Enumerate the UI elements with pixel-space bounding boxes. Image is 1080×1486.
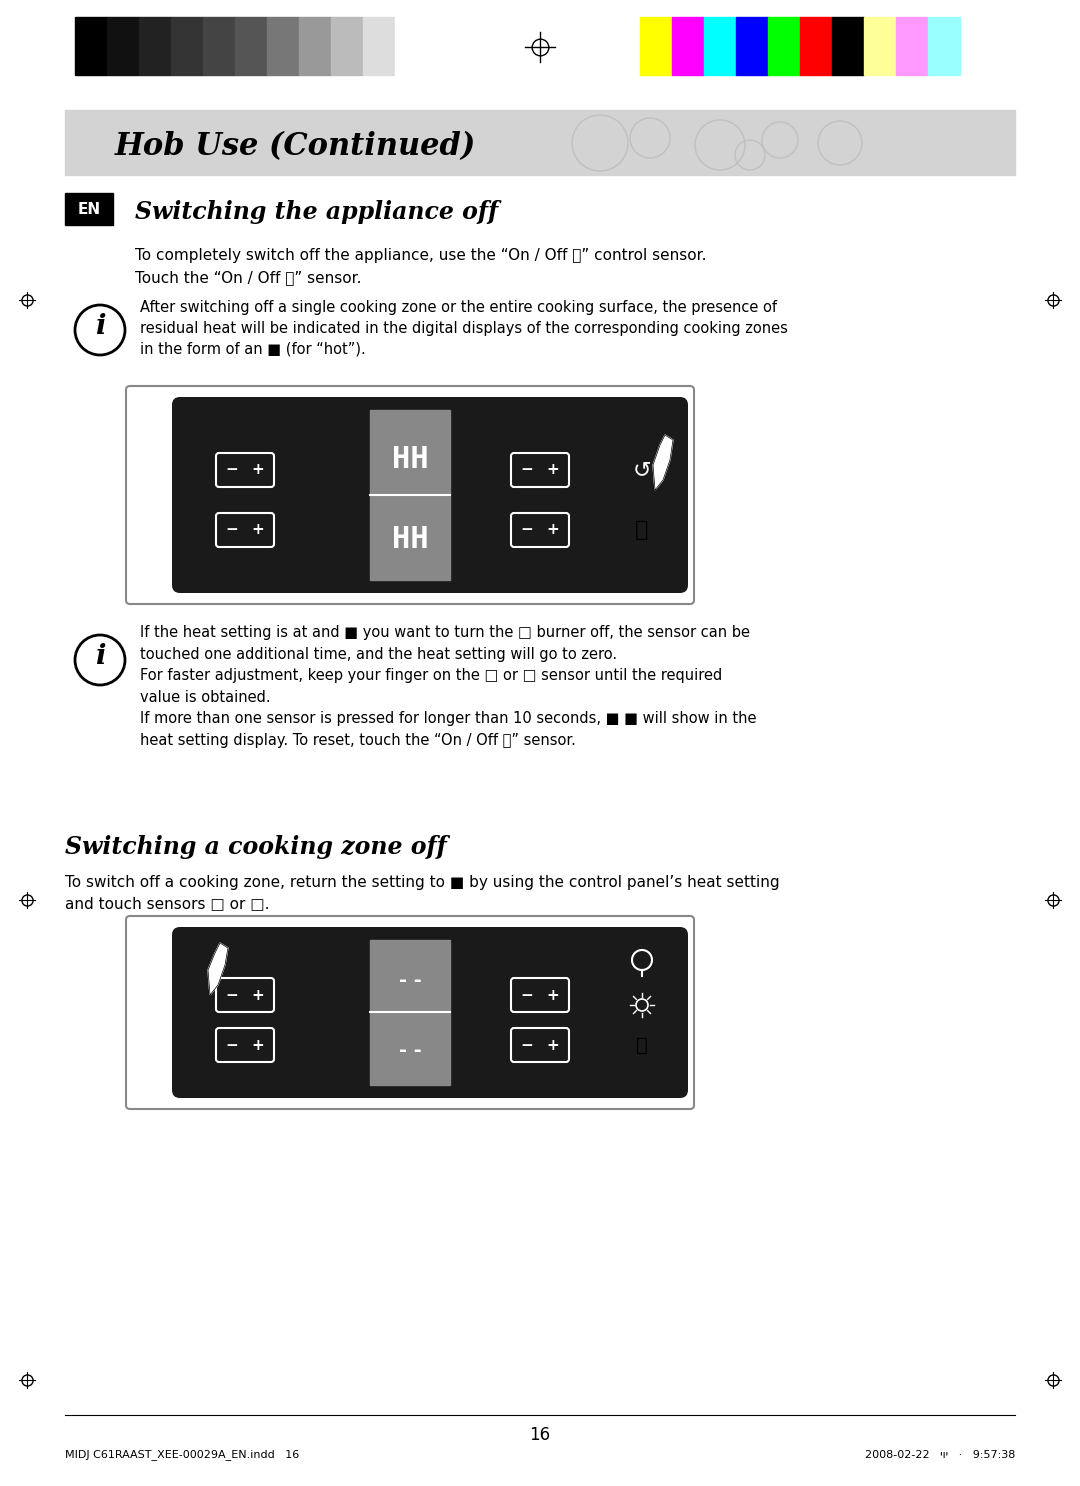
FancyBboxPatch shape bbox=[511, 1028, 569, 1062]
Bar bbox=[65, 193, 113, 224]
Text: +: + bbox=[252, 523, 265, 538]
Bar bbox=[864, 16, 896, 74]
Bar bbox=[768, 16, 800, 74]
Text: 🔒: 🔒 bbox=[635, 520, 649, 539]
Text: −: − bbox=[521, 462, 534, 477]
Polygon shape bbox=[208, 944, 228, 996]
Text: Hob Use (Continued): Hob Use (Continued) bbox=[114, 131, 476, 162]
Text: To switch off a cooking zone, return the setting to ■ by using the control panel: To switch off a cooking zone, return the… bbox=[65, 875, 780, 911]
Text: HH: HH bbox=[392, 446, 429, 474]
Bar bbox=[800, 16, 832, 74]
FancyBboxPatch shape bbox=[216, 513, 274, 547]
Bar bbox=[370, 941, 450, 1085]
Polygon shape bbox=[653, 435, 673, 490]
Text: −: − bbox=[521, 1037, 534, 1052]
Text: - -: - - bbox=[399, 972, 421, 991]
Text: +: + bbox=[252, 1037, 265, 1052]
Bar bbox=[735, 16, 768, 74]
Text: +: + bbox=[546, 988, 559, 1003]
Bar bbox=[370, 410, 450, 580]
Text: To completely switch off the appliance, use the “On / Off ⎉” control sensor.: To completely switch off the appliance, … bbox=[135, 248, 706, 263]
Text: HH: HH bbox=[392, 526, 429, 554]
Bar bbox=[139, 16, 171, 74]
FancyBboxPatch shape bbox=[511, 978, 569, 1012]
FancyBboxPatch shape bbox=[216, 978, 274, 1012]
Text: Switching the appliance off: Switching the appliance off bbox=[135, 201, 498, 224]
FancyBboxPatch shape bbox=[126, 915, 694, 1109]
Bar bbox=[235, 16, 267, 74]
Text: 16: 16 bbox=[529, 1427, 551, 1444]
Text: −: − bbox=[226, 462, 239, 477]
Bar bbox=[832, 16, 864, 74]
Text: Switching a cooking zone off: Switching a cooking zone off bbox=[65, 835, 447, 859]
Text: EN: EN bbox=[78, 202, 100, 217]
Bar bbox=[395, 16, 427, 74]
FancyBboxPatch shape bbox=[511, 513, 569, 547]
Text: +: + bbox=[252, 988, 265, 1003]
Bar bbox=[75, 16, 107, 74]
Text: ↺: ↺ bbox=[633, 461, 651, 480]
Text: i: i bbox=[95, 314, 105, 340]
Bar bbox=[65, 110, 1015, 175]
FancyBboxPatch shape bbox=[126, 386, 694, 603]
FancyBboxPatch shape bbox=[216, 453, 274, 487]
Text: −: − bbox=[521, 523, 534, 538]
FancyBboxPatch shape bbox=[511, 453, 569, 487]
Bar bbox=[704, 16, 735, 74]
Bar bbox=[672, 16, 704, 74]
Text: MIDJ C61RAAST_XEE-00029A_EN.indd   16: MIDJ C61RAAST_XEE-00029A_EN.indd 16 bbox=[65, 1449, 299, 1461]
Bar bbox=[640, 16, 672, 74]
Text: −: − bbox=[226, 988, 239, 1003]
Text: Touch the “On / Off ⎉” sensor.: Touch the “On / Off ⎉” sensor. bbox=[135, 270, 362, 285]
Bar bbox=[330, 16, 363, 74]
Bar bbox=[299, 16, 330, 74]
Text: If the heat setting is at and ■ you want to turn the □ burner off, the sensor ca: If the heat setting is at and ■ you want… bbox=[140, 626, 756, 747]
Text: +: + bbox=[546, 1037, 559, 1052]
Bar bbox=[896, 16, 928, 74]
Bar bbox=[928, 16, 960, 74]
Bar bbox=[267, 16, 299, 74]
Text: −: − bbox=[226, 1037, 239, 1052]
Text: +: + bbox=[546, 462, 559, 477]
Bar bbox=[363, 16, 395, 74]
Text: 🔒: 🔒 bbox=[636, 1036, 648, 1055]
Bar bbox=[171, 16, 203, 74]
Text: i: i bbox=[95, 642, 105, 670]
Bar bbox=[203, 16, 235, 74]
Text: −: − bbox=[521, 988, 534, 1003]
Text: −: − bbox=[226, 523, 239, 538]
Text: - -: - - bbox=[399, 1042, 421, 1061]
Text: After switching off a single cooking zone or the entire cooking surface, the pre: After switching off a single cooking zon… bbox=[140, 300, 788, 357]
FancyBboxPatch shape bbox=[216, 1028, 274, 1062]
Text: +: + bbox=[546, 523, 559, 538]
Bar bbox=[107, 16, 139, 74]
Text: 2008-02-22   יוי   ·   9:57:38: 2008-02-22 יוי · 9:57:38 bbox=[865, 1450, 1015, 1461]
FancyBboxPatch shape bbox=[172, 397, 688, 593]
Text: +: + bbox=[252, 462, 265, 477]
FancyBboxPatch shape bbox=[172, 927, 688, 1098]
